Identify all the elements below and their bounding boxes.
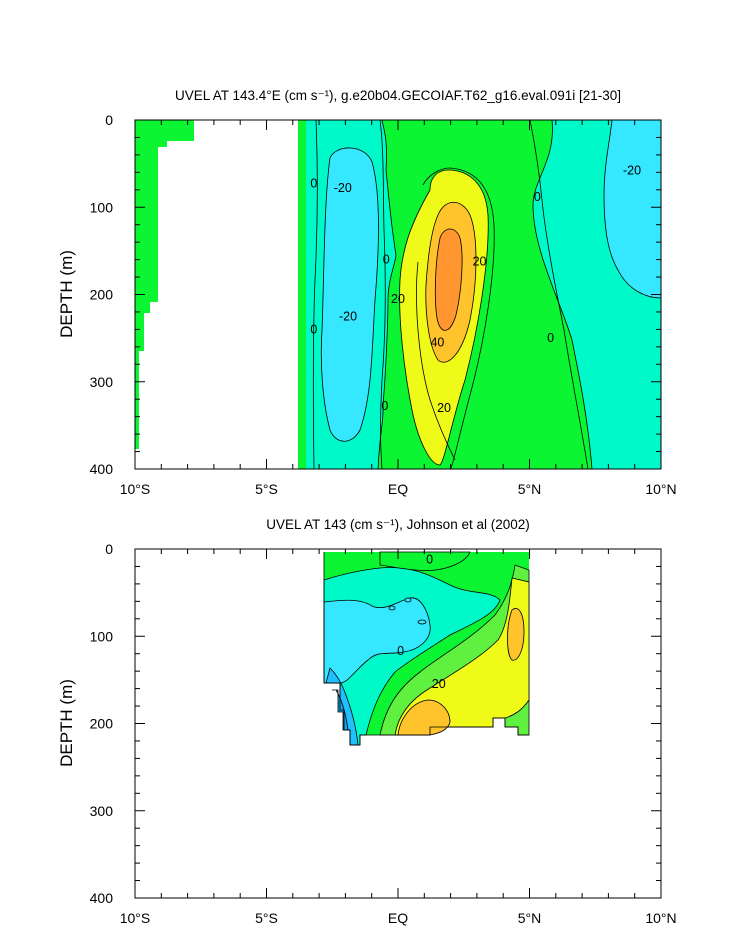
contour-label: 0 xyxy=(310,322,317,336)
bottom-y-axis-label: DEPTH (m) xyxy=(57,679,76,767)
bottom-y-tick-label: 400 xyxy=(90,890,114,906)
contour-label: 0 xyxy=(547,331,554,345)
bottom-contour-ring-2 xyxy=(388,605,396,611)
top-y-tick-label: 0 xyxy=(105,112,113,128)
top-band-neg-lt-20-west xyxy=(320,147,379,442)
contour-label: 40 xyxy=(430,335,444,349)
top-y-tick-label: 300 xyxy=(90,374,114,390)
top-contour-field xyxy=(135,120,661,469)
top-contour-labels: 0 -20 0 20 -20 0 40 20 0 20 0 0 -20 xyxy=(310,164,641,415)
bottom-contour-labels: 0 0 20 xyxy=(397,552,446,691)
bottom-contour-ring-1 xyxy=(417,619,427,625)
bottom-x-tick-label: 10°S xyxy=(120,910,151,926)
top-band-neg-lt-20-east xyxy=(603,120,661,299)
contour-label: 0 xyxy=(381,399,388,413)
bottom-x-tick-label: 5°S xyxy=(255,910,278,926)
contour-label: 0 xyxy=(534,190,541,204)
top-y-tick-label: 200 xyxy=(90,287,114,303)
top-y-axis-label: DEPTH (m) xyxy=(57,250,76,338)
top-y-tick-label: 100 xyxy=(90,199,114,215)
bottom-band-pos-gt-30-deep xyxy=(397,699,451,736)
bottom-chart-title: UVEL AT 143 (cm s⁻¹), Johnson et al (200… xyxy=(266,517,530,532)
bottom-band-pos-20-30 xyxy=(394,577,530,736)
contour-label: 20 xyxy=(473,254,487,268)
top-x-tick-label: 10°N xyxy=(645,481,676,497)
bottom-x-tick-label: 10°N xyxy=(645,910,676,926)
bottom-x-tick-label: EQ xyxy=(388,910,408,926)
contour-label: 20 xyxy=(391,292,405,306)
contour-label: -20 xyxy=(623,164,641,178)
bottom-y-tick-label: 200 xyxy=(90,716,114,732)
bottom-y-tick-label: 300 xyxy=(90,803,114,819)
bottom-band-pos-gt-30-east xyxy=(507,608,525,661)
top-west-green-region xyxy=(135,120,194,449)
bottom-contour-field xyxy=(323,551,530,746)
top-strip-pos-near-coast xyxy=(298,120,306,469)
contour-label: 0 xyxy=(383,253,390,267)
contour-label: 20 xyxy=(432,677,446,691)
bottom-x-tick-label: 5°N xyxy=(518,910,542,926)
bottom-y-tick-label: 100 xyxy=(90,628,114,644)
bottom-y-tick-label: 0 xyxy=(105,541,113,557)
top-contour-zero-east xyxy=(529,120,589,469)
top-x-tick-label: 10°S xyxy=(120,481,151,497)
contour-label: 0 xyxy=(397,644,404,658)
bottom-band-pos-0-10-top xyxy=(379,551,471,571)
contour-label: -20 xyxy=(339,309,357,323)
contour-label: 20 xyxy=(437,401,451,415)
top-contour-zero-mid xyxy=(379,120,386,469)
top-x-tick-label: EQ xyxy=(388,481,408,497)
top-x-tick-label: 5°N xyxy=(518,481,542,497)
bottom-band-neg-lt-20 xyxy=(323,597,431,684)
contour-label: -20 xyxy=(334,181,352,195)
top-contour-zero-west xyxy=(312,120,318,469)
bottom-contour-ring-3 xyxy=(404,597,412,603)
top-chart-title: UVEL AT 143.4°E (cm s⁻¹), g.e20b04.GECOI… xyxy=(175,88,621,103)
contour-label: 0 xyxy=(310,177,317,191)
contour-label: 0 xyxy=(426,552,433,566)
top-x-tick-label: 5°S xyxy=(255,481,278,497)
top-y-tick-label: 400 xyxy=(90,461,114,477)
top-band-pos-gt-40 xyxy=(434,228,463,331)
